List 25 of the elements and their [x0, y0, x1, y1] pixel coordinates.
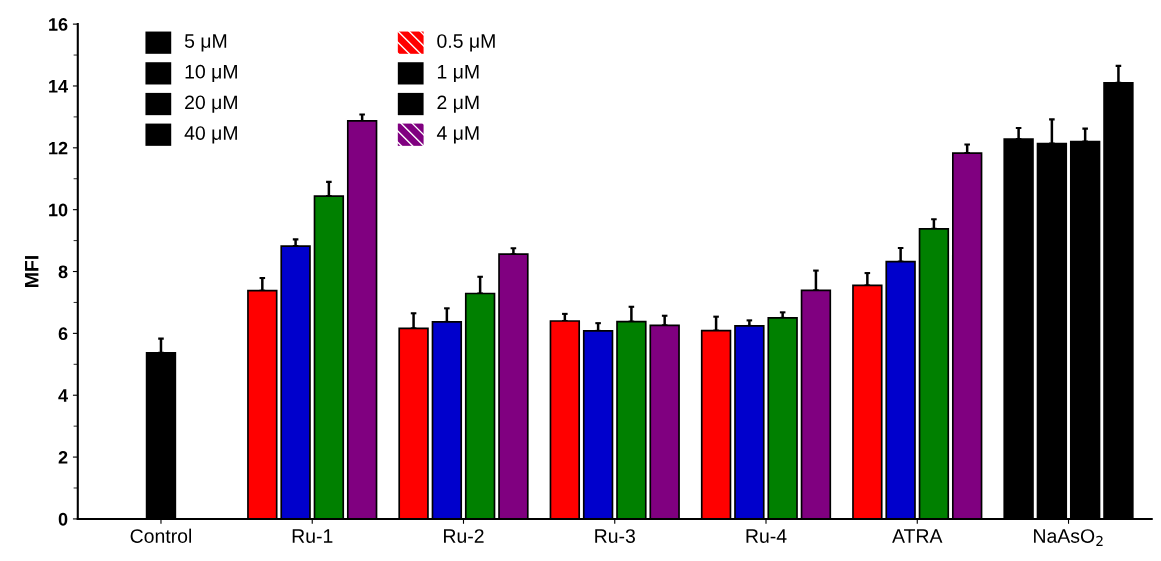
y-tick-label: 4 [58, 389, 68, 402]
annotation: 40 μM [184, 126, 237, 144]
x-tick-label: Control [130, 528, 192, 543]
y-axis-title: MFI [25, 256, 39, 287]
y-tick-label: 2 [58, 451, 68, 464]
y-tick-label: 6 [58, 327, 68, 341]
y-tick-label: 12 [49, 141, 68, 155]
x-tick-label: NaAsO$_{2}$ [1034, 529, 1103, 546]
annotation: 10 μM [185, 64, 237, 83]
x-tick-label: Ru-1 [292, 529, 333, 543]
annotation: 5 μM [184, 34, 227, 52]
y-tick-label: 14 [49, 80, 68, 93]
annotation: 20 μM [185, 95, 237, 113]
annotation: 0.5 μM [437, 34, 495, 52]
annotation: 1 μM [437, 65, 479, 83]
y-tick-label: 16 [49, 18, 68, 31]
y-tick-label: 10 [49, 203, 68, 217]
y-tick-label: 8 [58, 265, 68, 279]
x-tick-label: Ru-2 [444, 529, 484, 543]
y-tick-label: 0 [58, 512, 68, 526]
x-tick-label: ATRA [892, 529, 943, 543]
annotation: 2 μM [437, 95, 479, 113]
x-tick-label: Ru-3 [595, 529, 635, 543]
x-tick-label: Ru-4 [746, 529, 787, 543]
annotation: 4 μM [436, 126, 479, 144]
